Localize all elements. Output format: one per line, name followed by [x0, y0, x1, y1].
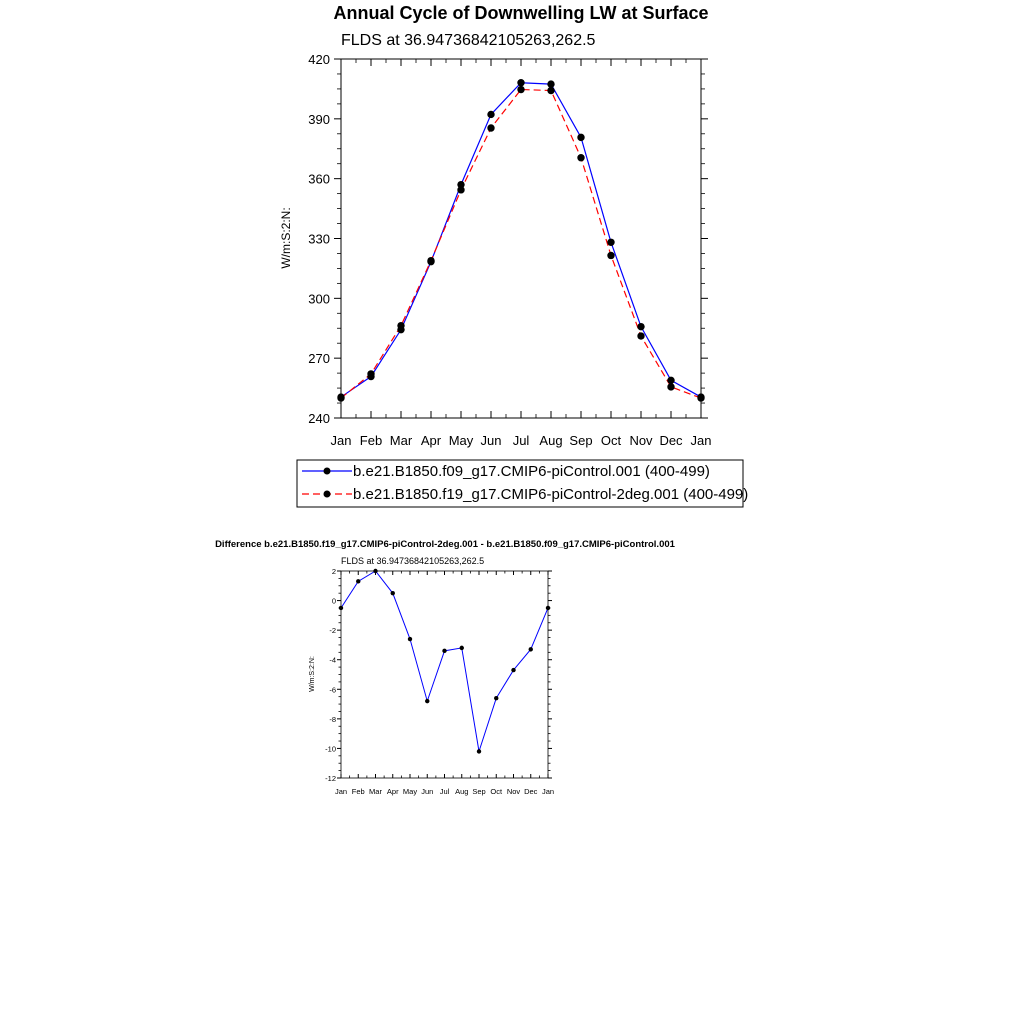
difference-series-group [338, 568, 551, 754]
main-series-2-point [487, 124, 495, 132]
difference-chart-title: Difference b.e21.B1850.f19_g17.CMIP6-piC… [215, 539, 676, 550]
main-series-2-point [517, 85, 525, 94]
main-series-1-point [607, 238, 615, 246]
main-y-tick-label: 420 [308, 52, 330, 67]
difference-series-1-point [338, 605, 344, 611]
difference-chart: Difference b.e21.B1850.f19_g17.CMIP6-piC… [215, 539, 676, 796]
main-series-1-point [667, 376, 675, 385]
main-x-tick-label: Jan [331, 433, 352, 448]
difference-x-tick-label: Mar [369, 787, 382, 796]
difference-series-1-point [528, 647, 533, 652]
difference-x-tick-label: Dec [524, 787, 538, 796]
main-y-tick-label: 300 [308, 291, 330, 306]
difference-series-1-point [459, 645, 464, 651]
main-x-tick-label: Sep [569, 433, 592, 448]
main-y-tick-label: 240 [308, 411, 330, 426]
main-chart: Annual Cycle of Downwelling LW at Surfac… [279, 3, 711, 448]
legend: b.e21.B1850.f09_g17.CMIP6-piControl.001 … [296, 459, 748, 508]
difference-chart-y-axis-label: W/m:S:2:N: [309, 656, 316, 692]
main-series-2-point [697, 394, 705, 402]
difference-x-tick-label: Feb [352, 787, 365, 796]
difference-y-tick-label: -2 [329, 626, 336, 635]
difference-y-tick-label: -12 [325, 774, 336, 783]
difference-x-tick-label: Jun [421, 787, 433, 796]
main-x-tick-label: Oct [601, 433, 622, 448]
difference-series-1-point [425, 698, 430, 704]
main-x-tick-label: Apr [421, 433, 442, 448]
main-series-1-line [340, 82, 702, 398]
main-series-1-point [457, 180, 465, 189]
main-chart-subtitle: FLDS at 36.94736842105263,262.5 [341, 32, 596, 49]
difference-series-1-point [494, 695, 499, 701]
main-plot-frame [340, 58, 702, 419]
main-x-tick-label: May [449, 433, 474, 448]
main-series-2-point [637, 332, 645, 340]
difference-x-tick-label: Nov [507, 787, 521, 796]
main-series-1-point [547, 80, 555, 88]
main-series-2-point [457, 186, 465, 194]
main-x-tick-label: Jun [481, 433, 502, 448]
main-x-tick-label: Aug [539, 433, 562, 448]
main-chart-y-axis-label: W/m:S:2:N: [279, 207, 293, 268]
legend-label-series-2: b.e21.B1850.f19_g17.CMIP6-piControl-2deg… [353, 486, 748, 503]
main-x-tick-label: Dec [659, 433, 683, 448]
main-series-1-point [577, 133, 585, 142]
difference-y-tick-label: 0 [332, 597, 336, 606]
difference-x-tick-label: Apr [387, 787, 399, 796]
legend-box [296, 459, 744, 508]
legend-label-series-1: b.e21.B1850.f09_g17.CMIP6-piControl.001 … [353, 463, 710, 480]
difference-axis-ticks: Jan Feb Mar Apr May Jun Jul Aug Sep Oct Nov Dec Jan -… [325, 567, 554, 796]
main-y-tick-label: 390 [308, 112, 330, 127]
main-y-tick-label: 270 [308, 351, 330, 366]
difference-y-tick-label: -6 [329, 685, 336, 694]
main-x-tick-label: Feb [360, 433, 382, 448]
main-y-tick-label: 330 [308, 232, 330, 247]
difference-series-1-point [373, 568, 378, 574]
main-series-2-point [367, 370, 375, 378]
difference-x-tick-label: Aug [455, 787, 468, 796]
main-series-2-point [607, 251, 615, 260]
difference-x-tick-label: Oct [490, 787, 503, 796]
main-series-2-point [547, 86, 555, 95]
difference-series-1-point [356, 579, 361, 584]
main-series-2-point [667, 383, 675, 391]
main-axis-ticks: Jan Feb Mar Apr May Jun Jul Aug Sep Oct Nov Dec Jan2… [308, 52, 711, 448]
main-x-tick-label: Mar [390, 433, 413, 448]
main-series-1-point [517, 79, 525, 87]
difference-series-1-point [442, 648, 447, 654]
main-series-group [337, 79, 705, 402]
legend-marker-series-1 [323, 467, 331, 475]
difference-x-tick-label: Jan [335, 787, 347, 796]
difference-series-1-point [407, 636, 413, 642]
main-series-1-point [637, 322, 645, 331]
main-x-tick-label: Jan [691, 433, 712, 448]
main-x-tick-label: Nov [629, 433, 653, 448]
main-x-tick-label: Jul [513, 433, 530, 448]
difference-series-1-line [340, 570, 549, 752]
difference-x-tick-label: May [403, 787, 417, 796]
legend-marker-series-2 [323, 490, 331, 498]
difference-series-1-point [476, 749, 482, 754]
difference-x-tick-label: Sep [472, 787, 485, 796]
difference-series-1-point [545, 605, 551, 611]
difference-x-tick-label: Jul [440, 787, 450, 796]
difference-y-tick-label: -10 [325, 744, 336, 753]
main-series-1-point [487, 110, 495, 119]
main-series-2-point [577, 154, 585, 162]
difference-x-tick-label: Jan [542, 787, 554, 796]
difference-series-1-point [511, 667, 516, 673]
main-y-tick-label: 360 [308, 172, 330, 187]
main-chart-title: Annual Cycle of Downwelling LW at Surfac… [333, 3, 708, 23]
difference-series-1-point [390, 590, 395, 596]
main-series-2-line [340, 88, 702, 399]
difference-y-tick-label: -8 [329, 715, 336, 724]
main-series-2-point [397, 321, 405, 330]
difference-y-tick-label: 2 [332, 567, 336, 576]
difference-chart-subtitle: FLDS at 36.94736842105263,262.5 [341, 556, 484, 566]
difference-y-tick-label: -4 [329, 656, 336, 665]
main-series-2-point [427, 256, 435, 265]
difference-plot-frame [340, 570, 549, 779]
main-series-2-point [337, 394, 345, 402]
